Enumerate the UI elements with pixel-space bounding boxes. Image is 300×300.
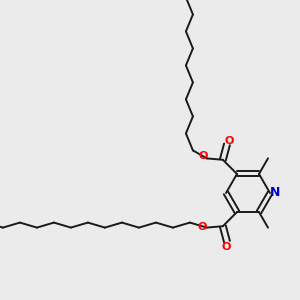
Text: O: O xyxy=(224,136,234,146)
Text: N: N xyxy=(270,187,280,200)
Text: O: O xyxy=(221,242,231,252)
Text: O: O xyxy=(197,222,207,232)
Text: O: O xyxy=(198,152,208,161)
